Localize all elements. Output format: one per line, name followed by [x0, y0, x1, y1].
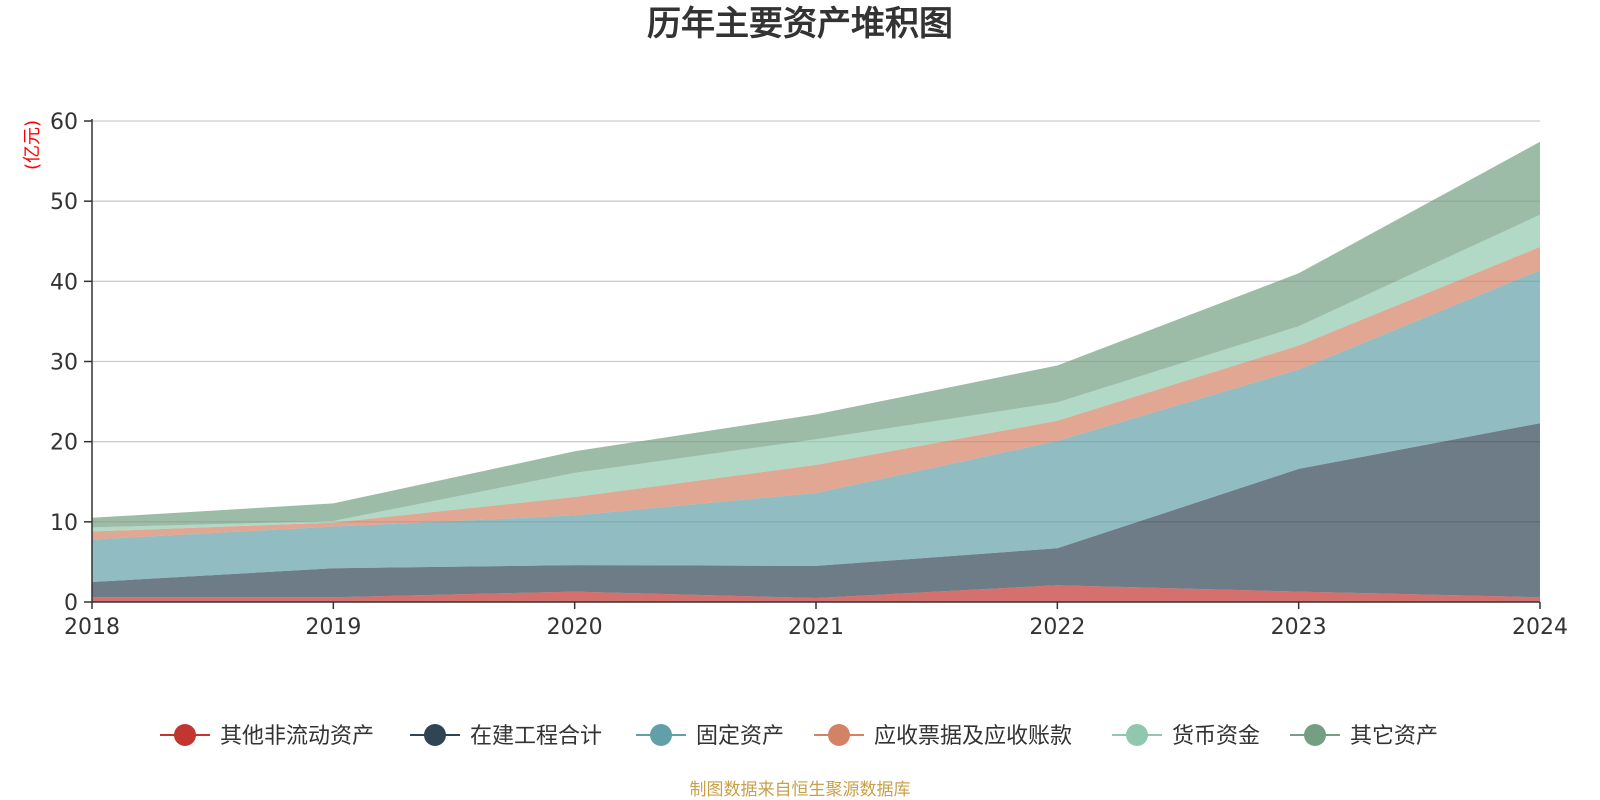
y-axis-unit: (亿元) — [22, 120, 43, 170]
legend-label-1: 其他非流动资产 — [220, 724, 374, 749]
legend-label-2: 在建工程合计 — [470, 724, 602, 749]
legend-label-4: 应收票据及应收账款 — [874, 724, 1072, 749]
area-series — [92, 141, 1540, 602]
legend-marker-3 — [650, 724, 672, 746]
legend-label-6: 其它资产 — [1350, 724, 1438, 749]
area-series-3 — [92, 270, 1540, 582]
y-tick-label: 30 — [50, 351, 78, 376]
y-tick-label: 20 — [50, 431, 78, 456]
legend-label-5: 货币资金 — [1172, 724, 1260, 749]
y-tick-label: 40 — [50, 270, 78, 295]
y-tick-label: 10 — [50, 511, 78, 536]
x-tick-label: 2021 — [788, 615, 844, 640]
y-tick-label: 0 — [64, 591, 78, 616]
x-tick-label: 2020 — [547, 615, 603, 640]
legend-marker-4 — [828, 724, 850, 746]
axes: 0 10 20 30 40 50 60 2018 2019 2020 2021 2022 2023 202… — [50, 110, 1568, 640]
legend-label-3: 固定资产 — [696, 724, 784, 749]
legend-marker-1 — [174, 724, 196, 746]
legend-marker-5 — [1126, 724, 1148, 746]
data-source-note: 制图数据来自恒生聚源数据库 — [690, 780, 911, 800]
area-series-4 — [92, 246, 1540, 540]
x-tick-label: 2024 — [1512, 615, 1568, 640]
x-tick-label: 2023 — [1271, 615, 1327, 640]
y-tick-label: 50 — [50, 190, 78, 215]
area-series-6 — [92, 141, 1540, 528]
area-series-1 — [92, 585, 1540, 602]
y-tick-label: 60 — [50, 110, 78, 135]
x-tick-label: 2018 — [64, 615, 120, 640]
legend: 其他非流动资产 在建工程合计 固定资产 应收票据及应收账款 货币资金 其它资产 — [160, 724, 1438, 749]
legend-marker-2 — [424, 724, 446, 746]
x-tick-label: 2022 — [1029, 615, 1085, 640]
chart-title: 历年主要资产堆积图 — [647, 4, 953, 44]
area-series-2 — [92, 423, 1540, 598]
legend-marker-6 — [1304, 724, 1326, 746]
x-tick-label: 2019 — [305, 615, 361, 640]
